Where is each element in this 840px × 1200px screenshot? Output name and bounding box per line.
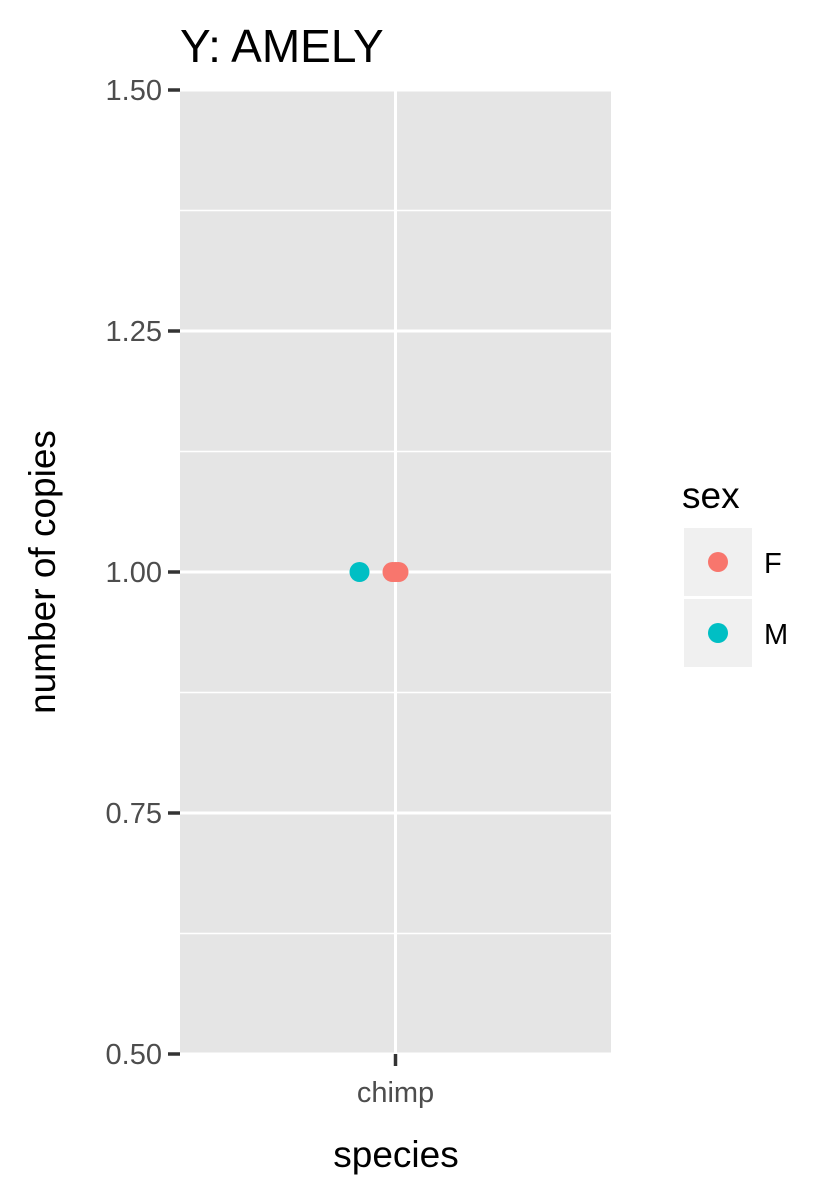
legend-marker-m	[708, 623, 728, 643]
legend-title: sex	[682, 475, 740, 516]
y-axis-title: number of copies	[22, 430, 63, 714]
y-tick-label: 1.25	[106, 316, 162, 348]
y-tick-label: 1.00	[106, 557, 162, 589]
legend-label-m: M	[764, 619, 788, 651]
x-tick-label: chimp	[357, 1077, 434, 1109]
data-point-m	[349, 562, 370, 582]
x-axis: chimp	[357, 1054, 434, 1109]
y-axis: 0.50 0.75 1.00 1.25 1.50	[106, 75, 180, 1071]
y-tick-label: 0.50	[106, 1039, 162, 1071]
y-tick-label: 1.50	[106, 75, 162, 107]
legend-marker-f	[708, 552, 728, 572]
chart-title: Y: AMELY	[180, 20, 384, 72]
data-points	[349, 562, 409, 582]
legend-label-f: F	[764, 548, 782, 580]
data-point-f	[388, 562, 409, 582]
legend: sex F M	[682, 475, 788, 667]
x-axis-title: species	[333, 1134, 458, 1175]
y-tick-label: 0.75	[106, 798, 162, 830]
